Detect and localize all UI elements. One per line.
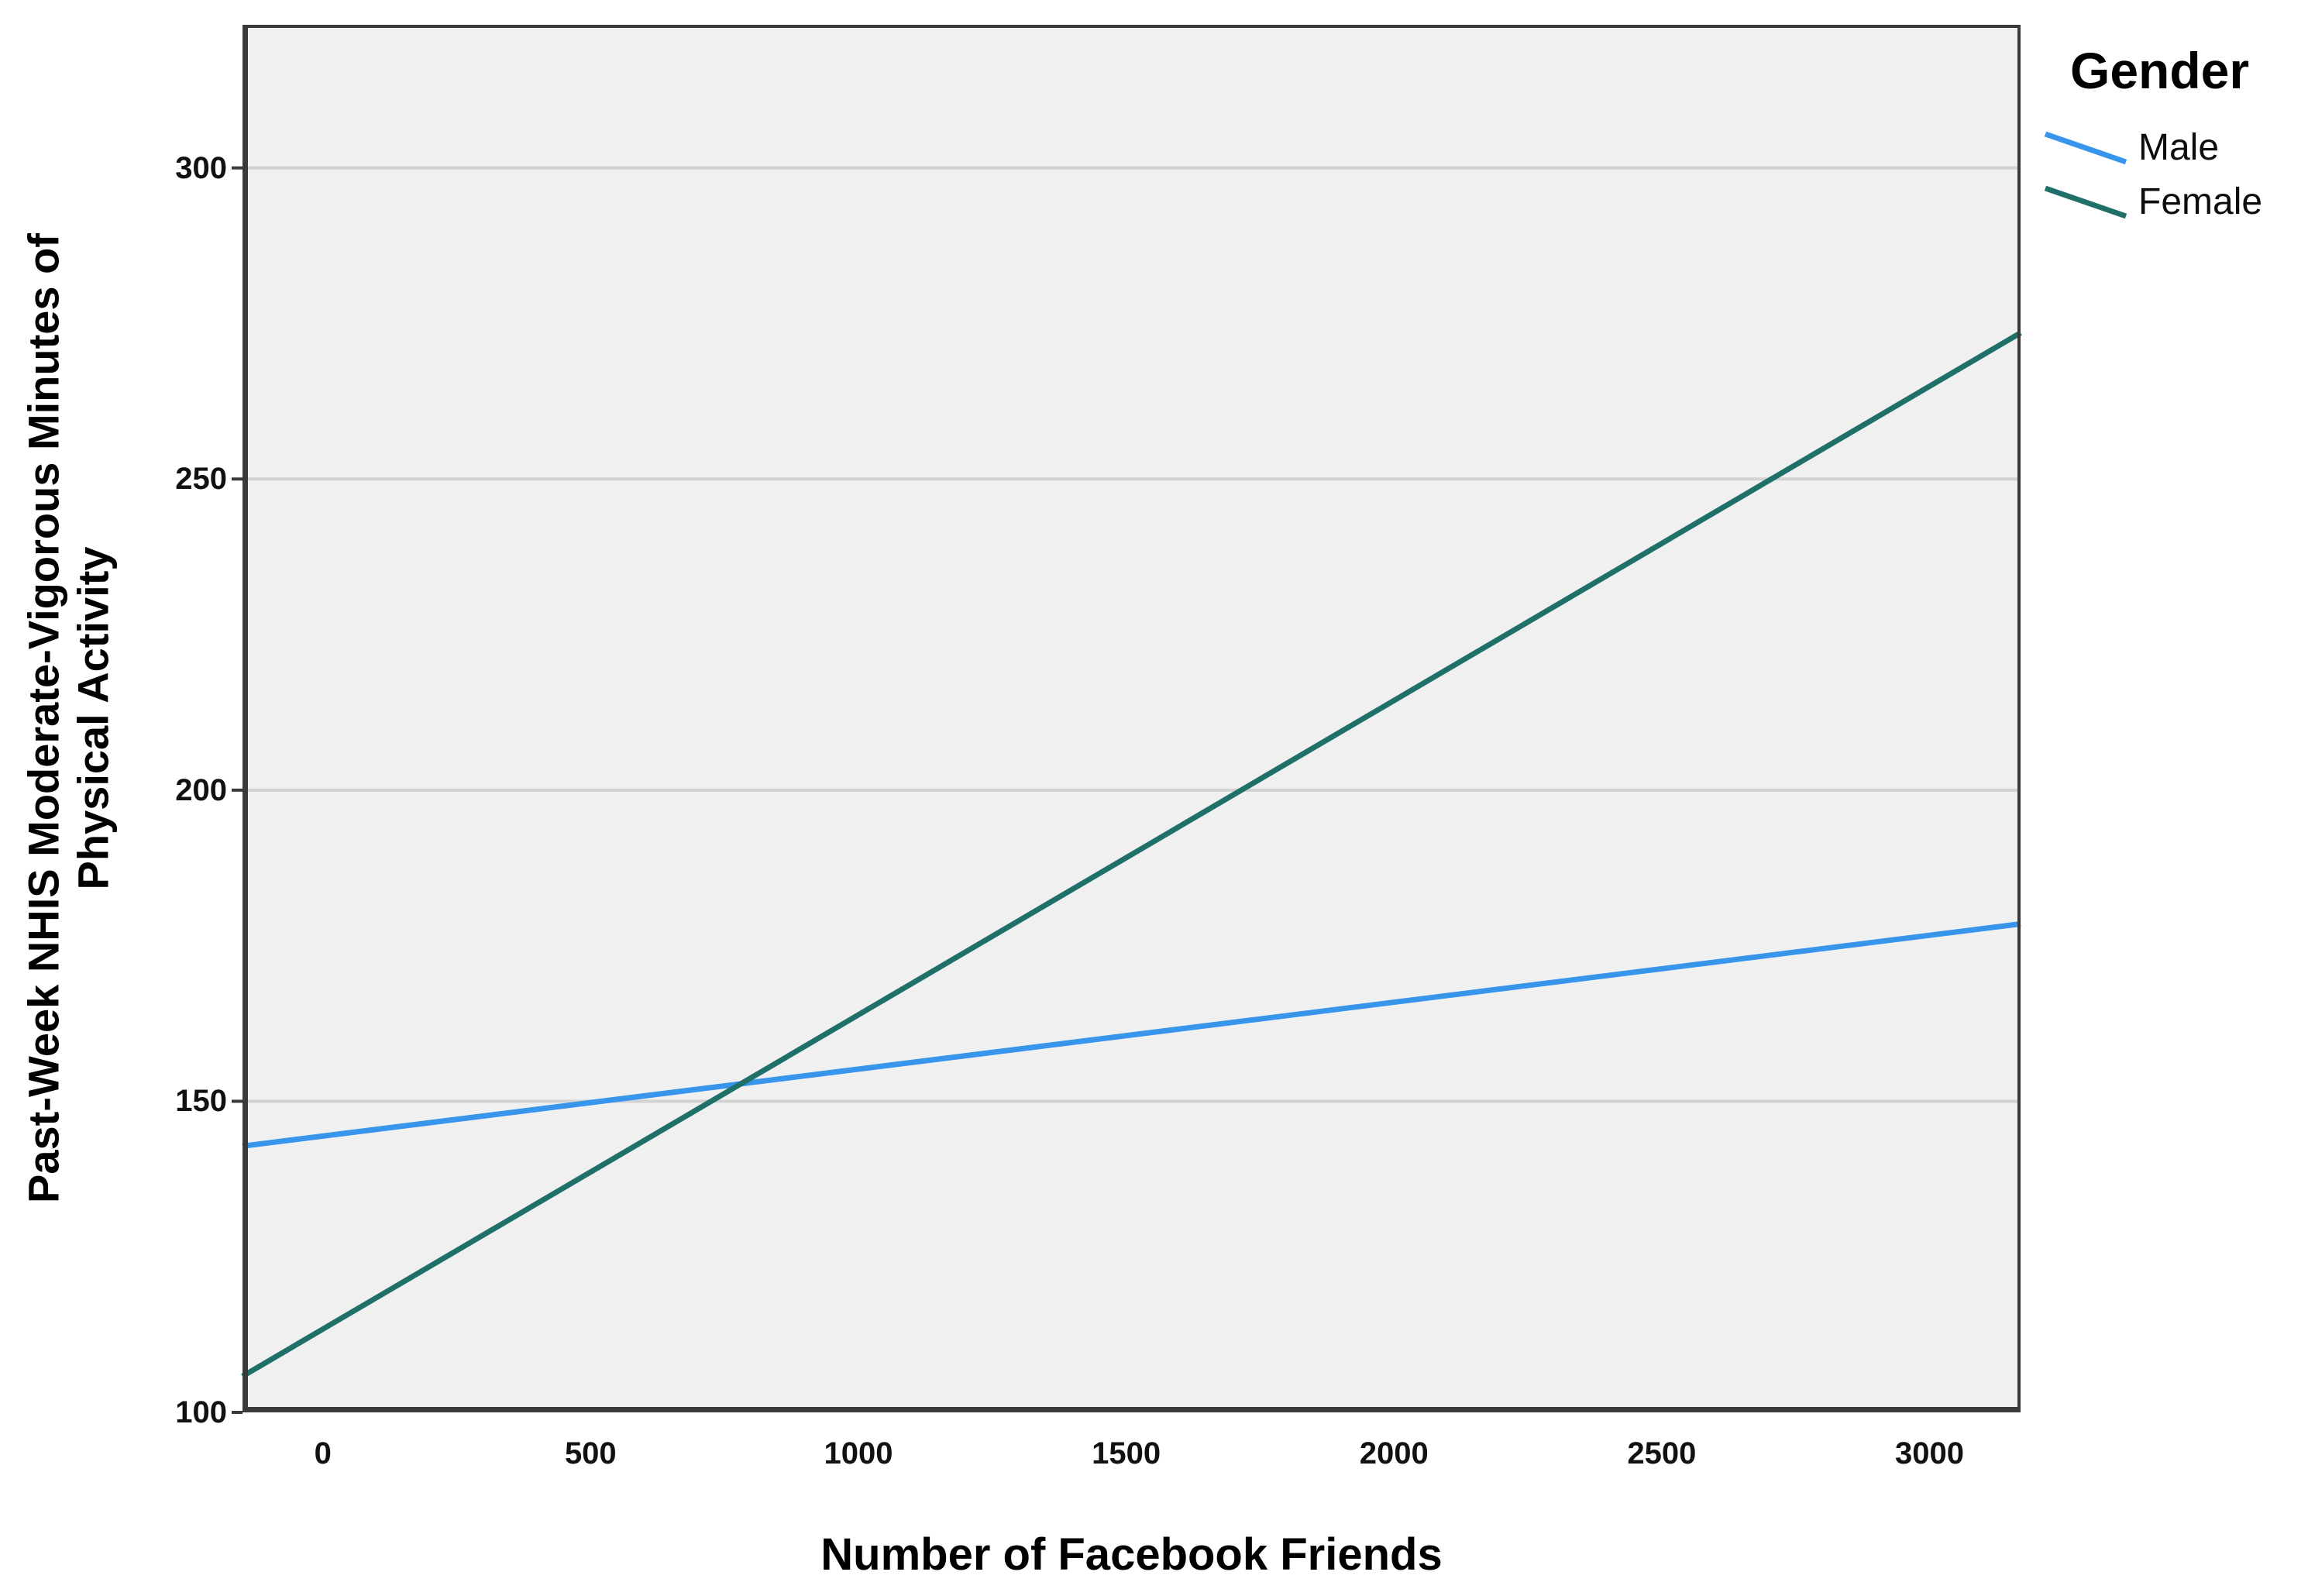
- legend-label-female: Female: [2138, 181, 2263, 222]
- legend-entry-female: Female: [2042, 175, 2308, 229]
- legend-entry-male: Male: [2042, 121, 2308, 175]
- series-line-male: [242, 921, 2021, 1149]
- plot-background: [242, 25, 2021, 1412]
- y-tick-label-300: 300: [175, 150, 227, 185]
- y-axis-title-line1: Past-Week NHIS Moderate-Vigorous Minutes…: [19, 233, 68, 1203]
- legend-title: Gender: [2070, 42, 2250, 99]
- x-tick-label-1500: 1500: [1092, 1436, 1161, 1470]
- y-tick-label-100: 100: [175, 1395, 227, 1429]
- x-tick-label-2000: 2000: [1359, 1436, 1429, 1470]
- legend-line-swatch-female: [2044, 185, 2127, 219]
- y-tick-label-150: 150: [175, 1084, 227, 1119]
- legend-line-male: [2044, 131, 2127, 165]
- x-tick-label-2500: 2500: [1627, 1436, 1697, 1470]
- y-tick-label-200: 200: [175, 772, 227, 807]
- x-tick-label-3000: 3000: [1894, 1436, 1964, 1470]
- legend-line-female: [2044, 185, 2127, 219]
- legend-label-male: Male: [2138, 127, 2220, 168]
- legend-line-swatch-male: [2044, 131, 2127, 165]
- y-axis-title: Past-Week NHIS Moderate-Vigorous Minutes…: [19, 25, 122, 1412]
- series-line-female: [241, 330, 2022, 1379]
- y-tick-label-250: 250: [175, 462, 227, 497]
- y-axis-title-line2: Physical Activity: [68, 546, 118, 890]
- x-tick-label-500: 500: [564, 1436, 617, 1470]
- x-tick-label-0: 0: [314, 1436, 332, 1470]
- legend-entries: Male Female: [2042, 121, 2308, 229]
- legend: Gender Male Female: [2042, 40, 2308, 229]
- plot-canvas: [232, 25, 2022, 1414]
- x-tick-label-1000: 1000: [824, 1436, 893, 1470]
- x-axis-title: Number of Facebook Friends: [820, 1529, 1443, 1580]
